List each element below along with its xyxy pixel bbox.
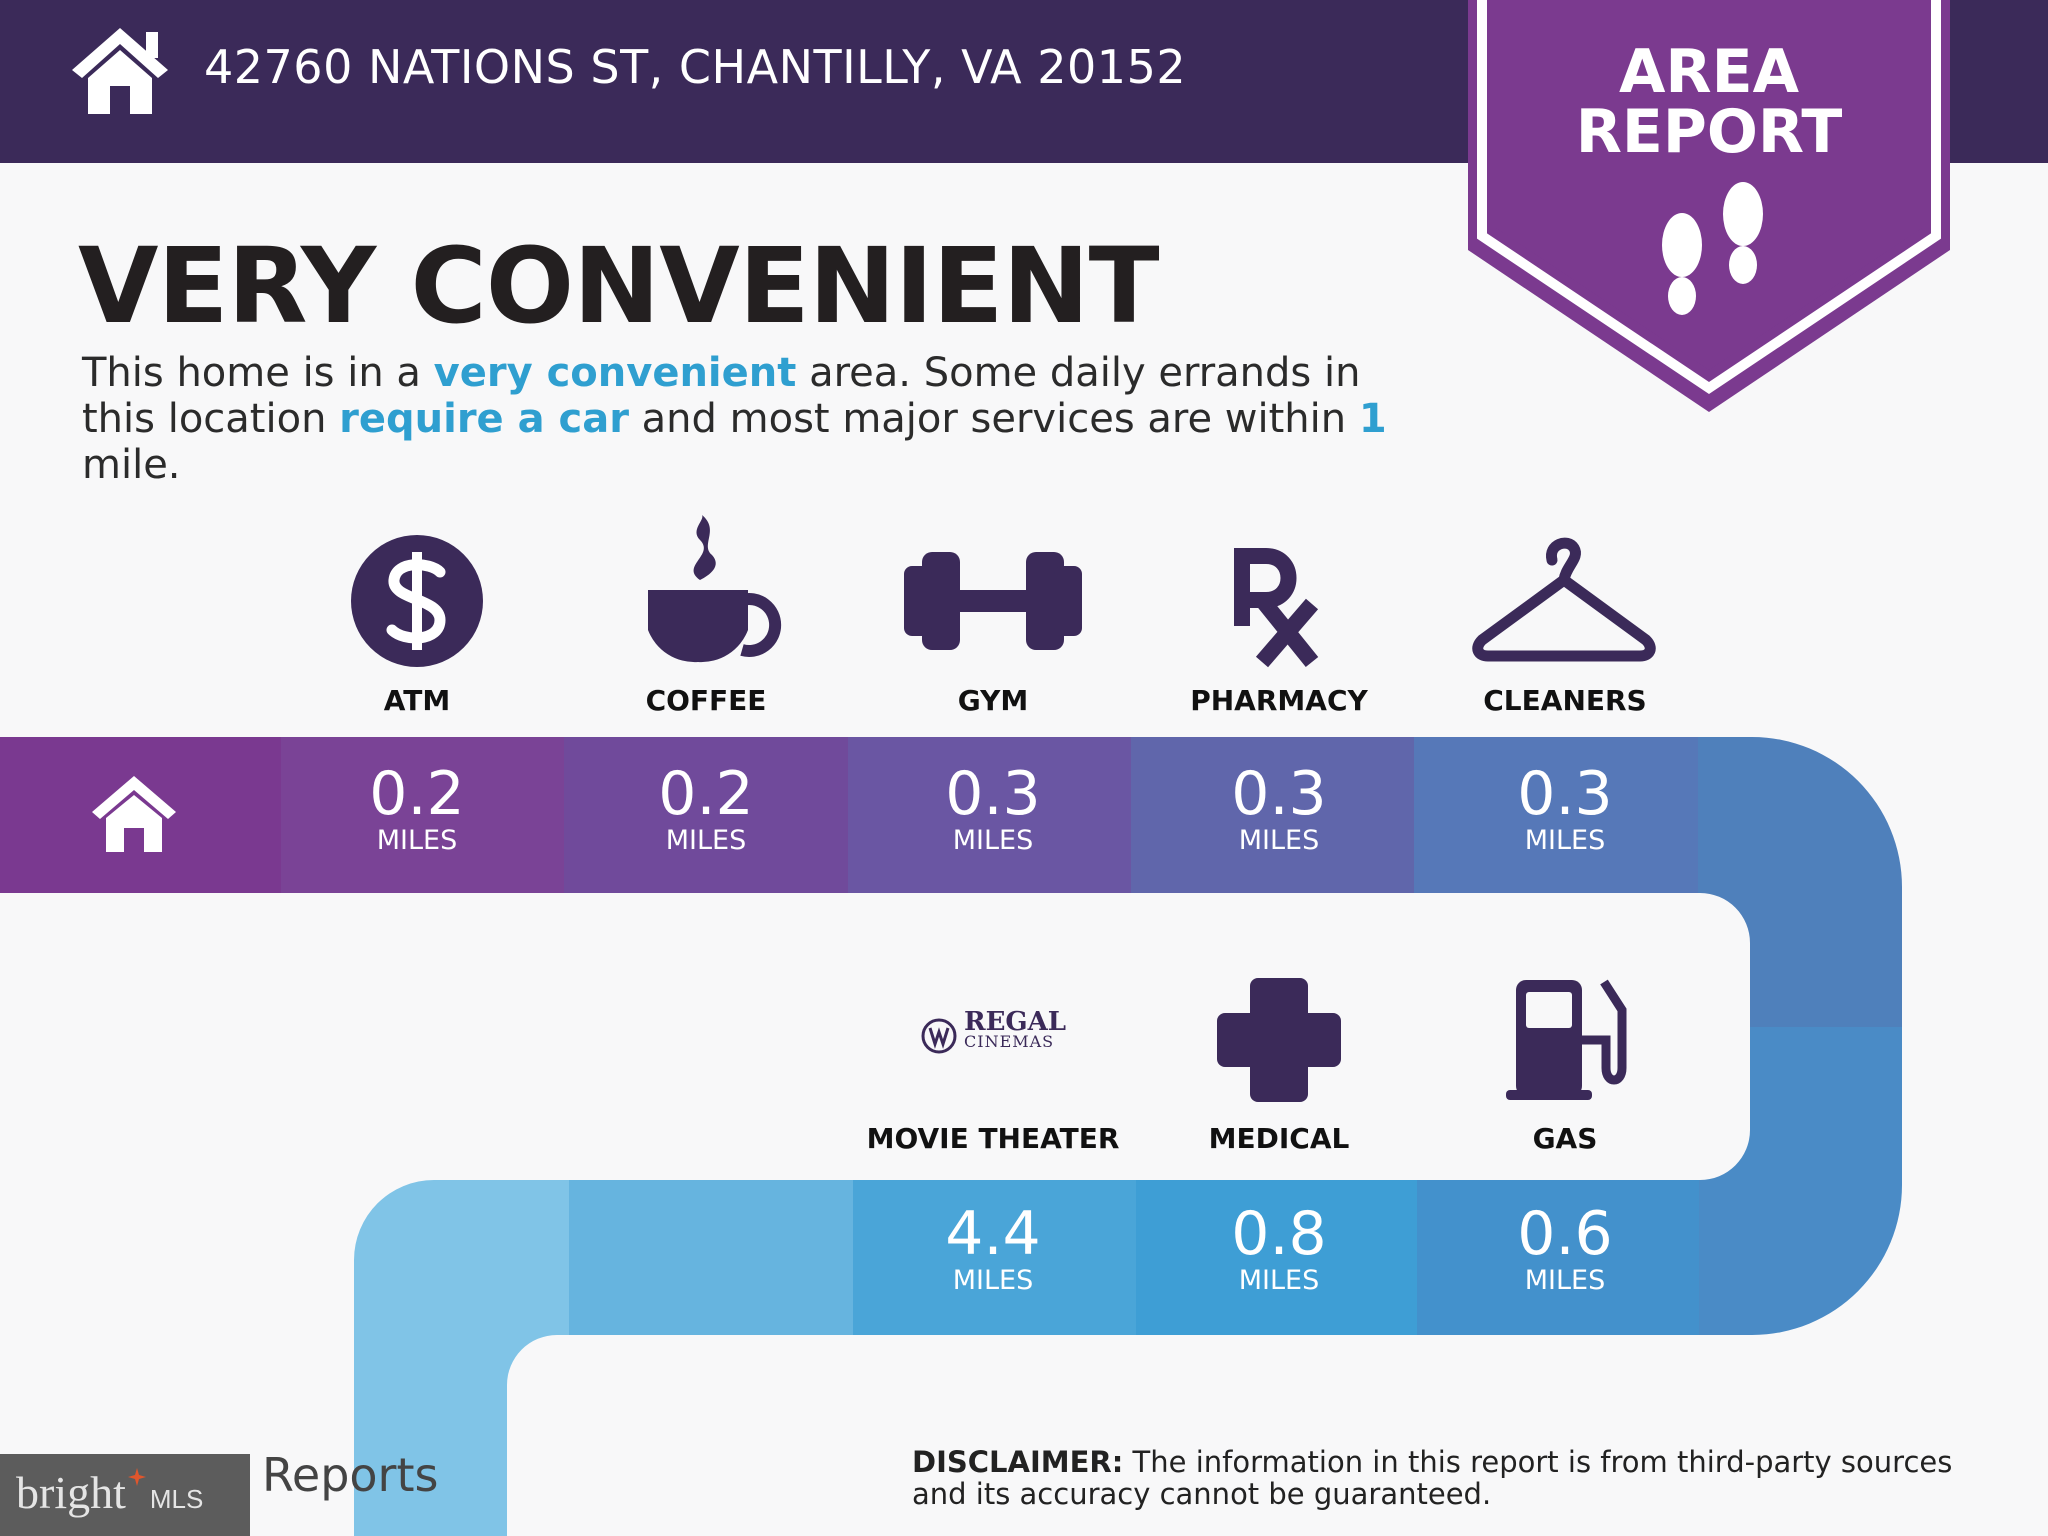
medical-cross-icon	[1217, 978, 1341, 1102]
highlight: 1	[1358, 396, 1387, 442]
band-cell-gas	[1416, 1180, 1699, 1336]
reports-logo-text: Reports	[262, 1448, 439, 1502]
coffee-cup-icon	[648, 515, 782, 663]
distance-coffee: 0.2 MILES	[658, 759, 754, 856]
band-cell-blank	[568, 1180, 853, 1336]
category-label-medical: MEDICAL	[1208, 1122, 1350, 1155]
gas-pump-icon	[1506, 979, 1627, 1100]
category-label-movie-theater: MOVIE THEATER	[866, 1122, 1120, 1155]
band-cell-cleaners	[1414, 737, 1699, 893]
band-corner-top	[1698, 737, 1902, 1028]
distance-movie-theater: 4.4 MILES	[945, 1199, 1041, 1296]
category-label-gas: GAS	[1532, 1122, 1598, 1155]
category-label-pharmacy: PHARMACY	[1190, 684, 1368, 717]
category-label-atm: ATM	[383, 684, 451, 717]
badge-line1: AREA	[1618, 37, 1800, 107]
regal-cinemas-emblem	[921, 1018, 957, 1054]
band-cell-atm	[281, 737, 565, 893]
distance-gym: 0.3 MILES	[945, 759, 1041, 856]
home-icon	[72, 28, 168, 114]
category-label-coffee: COFFEE	[645, 684, 767, 717]
band-cell-movie	[852, 1180, 1136, 1336]
area-report-badge	[1468, 0, 1950, 412]
description: This home is in a very convenient area. …	[82, 350, 1387, 488]
disclaimer: DISCLAIMER: The information in this repo…	[912, 1445, 1953, 1511]
regal-cinemas-logo-text: REGAL CINEMAS	[964, 1007, 1067, 1051]
badge-title: AREA REPORT	[1468, 42, 1950, 162]
distance-cleaners: 0.3 MILES	[1517, 759, 1613, 856]
star-icon	[127, 1468, 146, 1486]
hanger-icon	[1472, 537, 1656, 662]
category-label-cleaners: CLEANERS	[1483, 684, 1647, 717]
footprints-icon	[1662, 182, 1763, 315]
distance-pharmacy: 0.3 MILES	[1231, 759, 1327, 856]
dumbbell-icon	[904, 552, 1082, 650]
band-cell-gym	[848, 737, 1132, 893]
distance-gas: 0.6 MILES	[1517, 1199, 1613, 1296]
distance-medical: 0.8 MILES	[1231, 1199, 1327, 1296]
property-address: 42760 NATIONS ST, CHANTILLY, VA 20152	[204, 40, 1187, 94]
band-cell-pharmacy	[1131, 737, 1415, 893]
band-corner-bottom	[1698, 1027, 1902, 1337]
page-title: VERY CONVENIENT	[78, 225, 1160, 347]
dollar-icon	[351, 535, 483, 667]
distance-atm: 0.2 MILES	[369, 759, 465, 856]
band-home-icon	[92, 776, 176, 852]
highlight: require a car	[339, 396, 629, 442]
band-cell-medical	[1135, 1180, 1417, 1336]
band-cell-coffee	[564, 737, 849, 893]
category-label-gym: GYM	[957, 684, 1029, 717]
bright-mls-watermark: bright MLS	[0, 1454, 250, 1536]
highlight: very convenient	[433, 350, 797, 396]
rx-icon	[1234, 548, 1319, 668]
badge-line2: REPORT	[1575, 97, 1843, 167]
